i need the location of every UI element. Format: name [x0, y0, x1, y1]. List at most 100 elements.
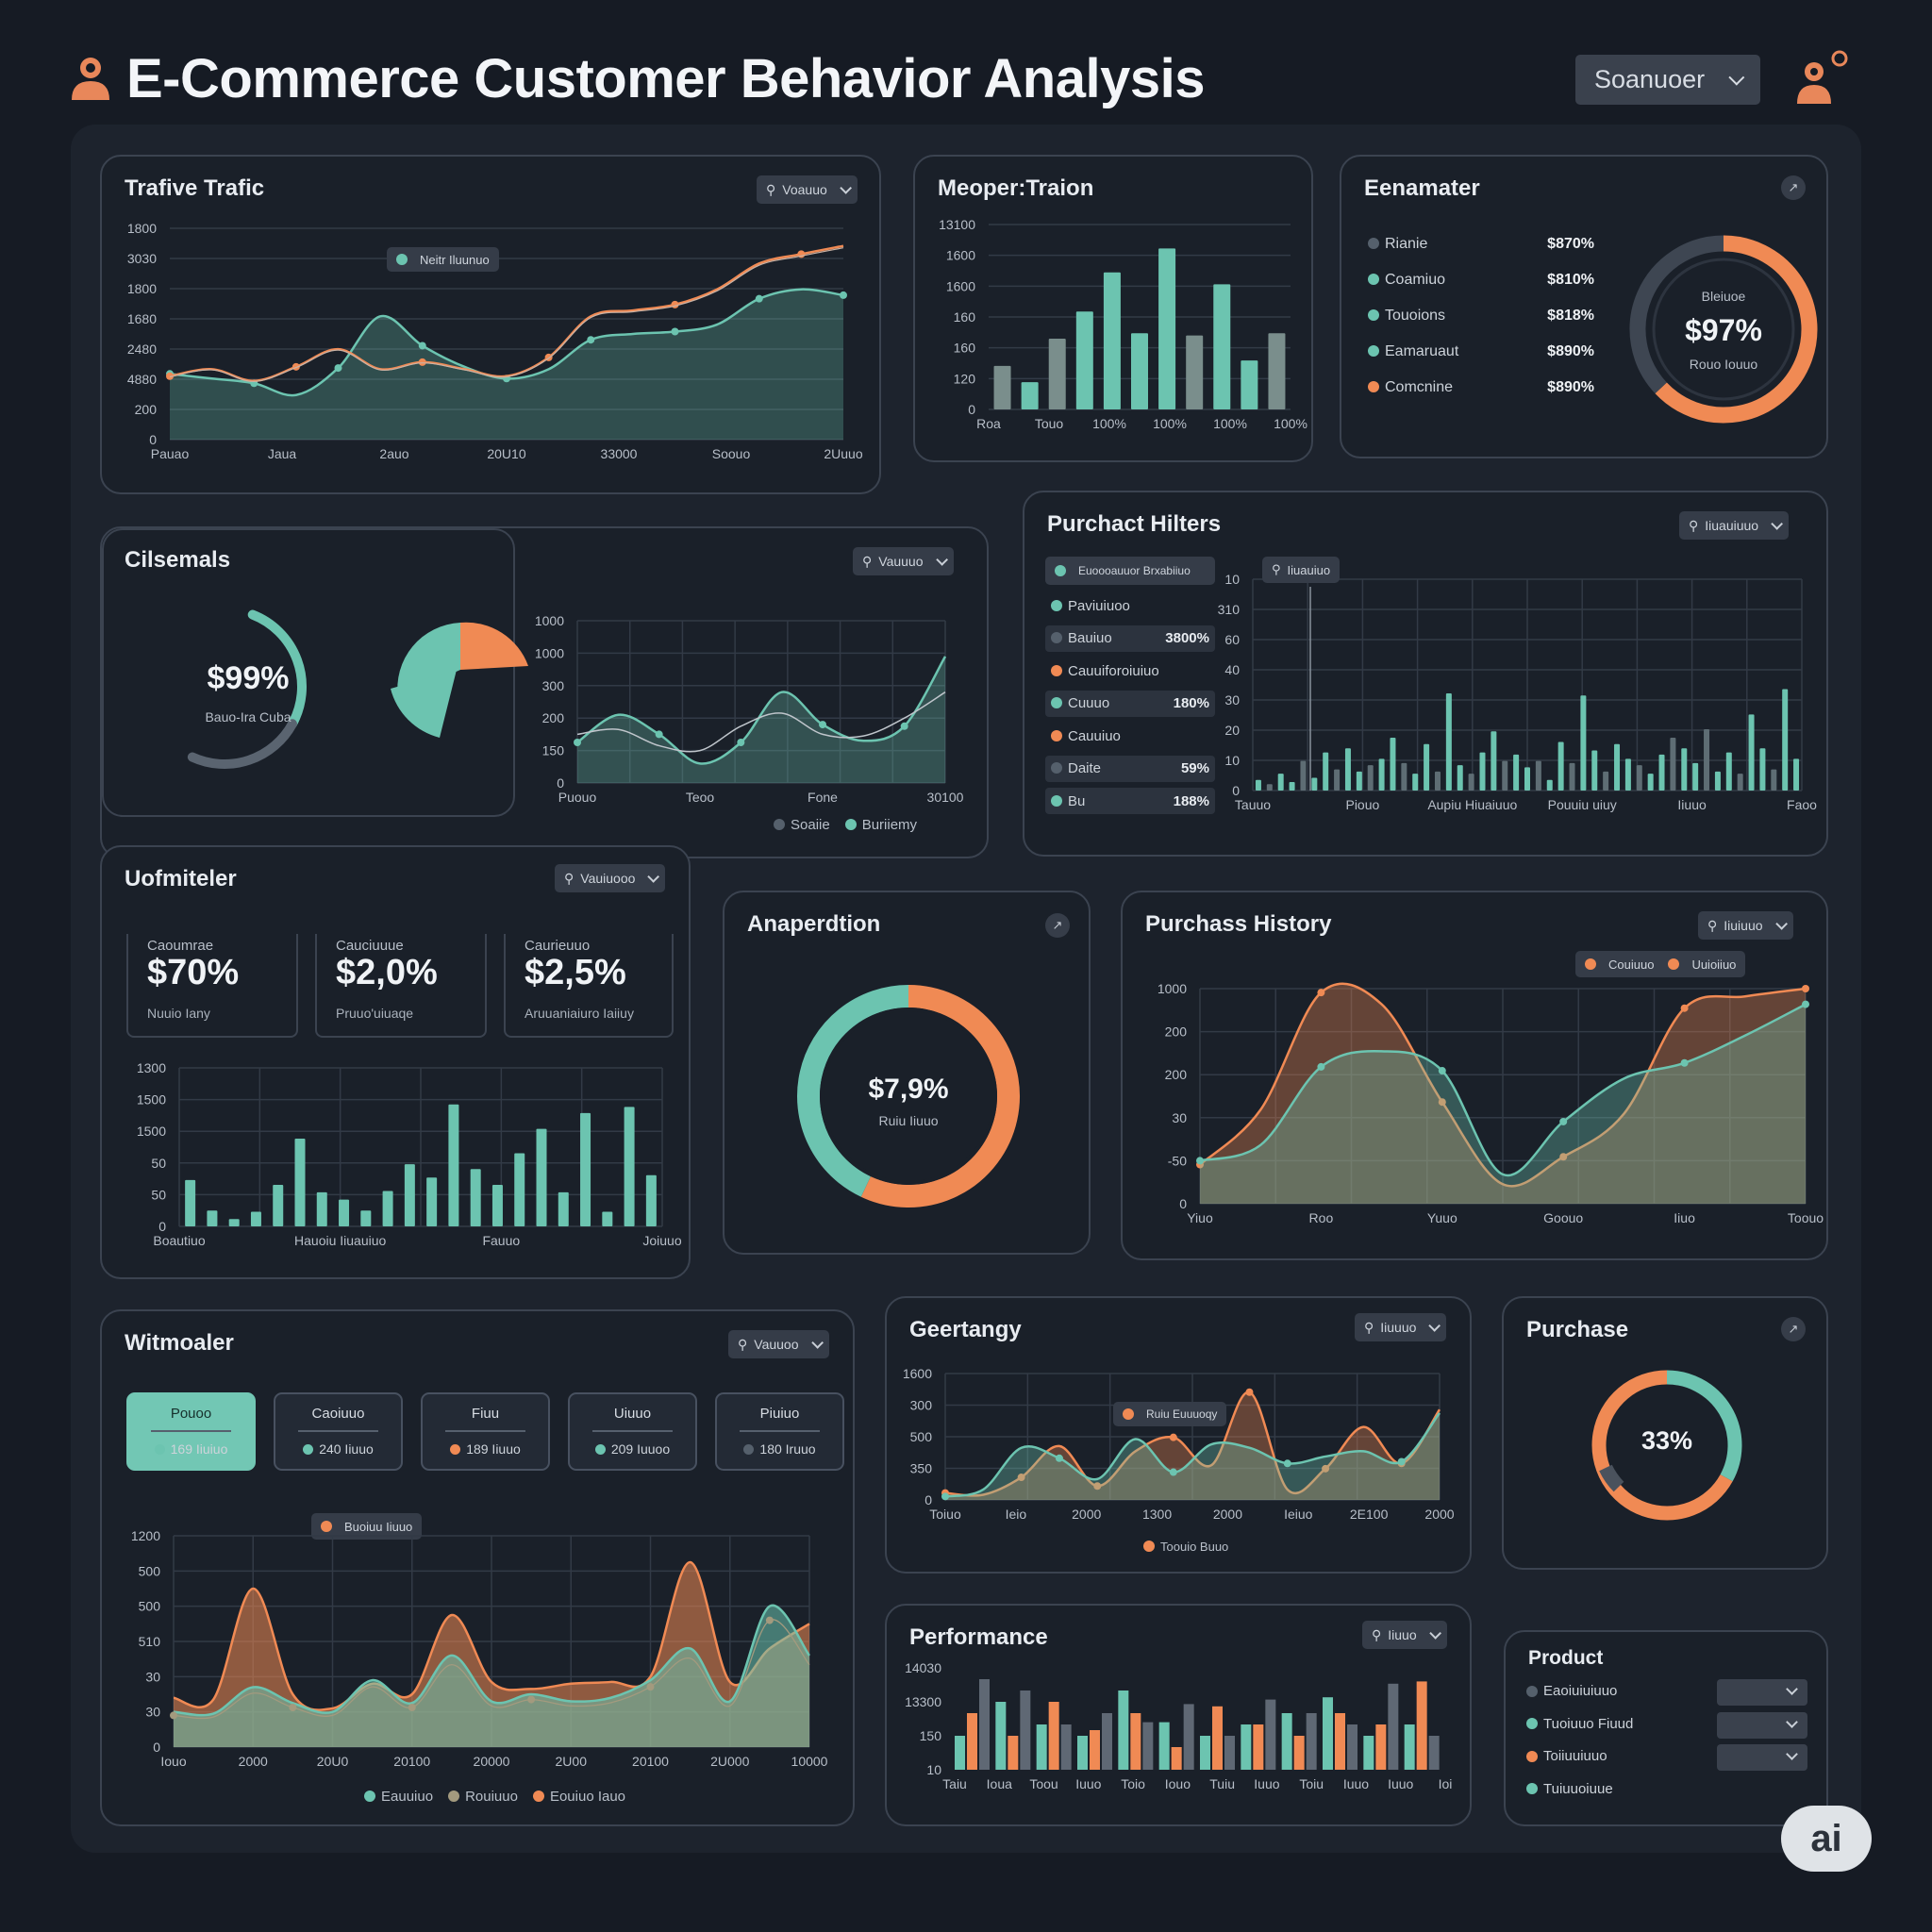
x-tick-label: Yuuo: [1427, 1210, 1457, 1225]
purchase-filters-tooltip: ⚲ Iiuauiuo: [1262, 557, 1341, 583]
pf-row[interactable]: Cuuuo 180%: [1045, 690, 1215, 717]
segment-tile[interactable]: Piuiuo 180 Iruuo: [715, 1392, 844, 1471]
pf-row[interactable]: Bauiuo 3800%: [1045, 625, 1215, 652]
pf-value: 188%: [1173, 792, 1209, 809]
bar: [1048, 339, 1066, 409]
bar: [1535, 760, 1541, 791]
y-tick-label: 1000: [535, 613, 564, 628]
pf-row[interactable]: Paviuiuoo: [1045, 592, 1215, 619]
bar: [1502, 760, 1508, 791]
geertangy-card: Geertangy ⚲ Iiuuuo 1600 300 500 350 0 Toiuo Iei…: [885, 1296, 1472, 1574]
uofmiteler-filter[interactable]: ⚲ Vauiuooo: [555, 864, 666, 892]
bar: [1793, 758, 1800, 791]
pf-row[interactable]: Cauuiuo: [1045, 723, 1215, 749]
expand-icon[interactable]: ↗: [1781, 1317, 1806, 1341]
x-tick-label: Toio: [1121, 1776, 1145, 1791]
cilsemals-title: Cilsemals: [125, 547, 231, 573]
chevron-down-icon: [1786, 1683, 1798, 1695]
bar: [382, 1191, 393, 1226]
bar: [1580, 695, 1587, 791]
series-area: [170, 289, 843, 440]
series-line: [169, 247, 844, 383]
segment-tile[interactable]: Pouoo 169 Iiuiuo: [126, 1392, 256, 1471]
witmoaler-filter[interactable]: ⚲ Vauuoo: [728, 1330, 829, 1358]
donut-slice: [797, 985, 909, 1197]
kpi-value: $2,0%: [336, 953, 438, 992]
pf-row[interactable]: Cauuiforoiuiuo: [1045, 658, 1215, 684]
y-tick-label: 1800: [127, 281, 157, 296]
data-point: [1169, 1433, 1177, 1441]
y-tick-label: 160: [954, 309, 976, 325]
bar: [580, 1112, 591, 1226]
product-dropdown[interactable]: [1717, 1679, 1807, 1706]
pf-row[interactable]: Daite 59%: [1045, 755, 1215, 782]
bar: [207, 1210, 218, 1226]
y-tick-label: 300: [910, 1398, 933, 1413]
data-point: [671, 327, 679, 336]
status-dot: [1051, 729, 1062, 741]
purchase-filters-list-header[interactable]: Euoooauuor Brxabiiuo: [1045, 557, 1215, 585]
pf-row[interactable]: Bu 188%: [1045, 788, 1215, 814]
purchase-history-filter[interactable]: ⚲ Iiuiuuo: [1698, 911, 1793, 940]
purchase-filters-filter-label: Iiuauiuuo: [1705, 518, 1759, 533]
y-tick-label: 1600: [946, 278, 975, 293]
segment-tile[interactable]: Uiuuo 209 Iuuoo: [568, 1392, 697, 1471]
legend-label: Toouio Buuo: [1160, 1540, 1229, 1554]
traffic-filter[interactable]: ⚲ Voauuo: [757, 175, 858, 204]
bar: [273, 1185, 284, 1226]
x-tick-label: Tauuo: [1235, 797, 1271, 812]
legend-item: Eouiuo Iauo: [532, 1789, 625, 1805]
data-point: [1322, 1464, 1330, 1473]
cilsemals-filter[interactable]: ⚲ Vauuuo: [853, 547, 954, 575]
kpi-card: Cauciuuue $2,0% Pruuo'uiuaqe: [315, 934, 487, 1038]
pf-item: Daite: [1051, 760, 1101, 776]
bar: [1479, 752, 1486, 791]
data-point: [418, 358, 426, 366]
eenamater-value: $870%: [1547, 236, 1594, 252]
product-dropdown[interactable]: [1717, 1744, 1807, 1771]
data-point: [646, 1683, 655, 1691]
expand-icon[interactable]: ↗: [1045, 913, 1070, 938]
x-tick-label: Boautiuo: [153, 1233, 205, 1248]
anaperdtion-value: $7,9%: [868, 1074, 949, 1105]
x-tick-label: 100%: [1274, 416, 1307, 431]
tile-label: Pouoo: [170, 1406, 212, 1422]
series-line: [1199, 1003, 1807, 1177]
bar: [1224, 1736, 1235, 1770]
x-tick-label: Iuuo: [1343, 1776, 1369, 1791]
x-tick-label: Puouo: [558, 790, 597, 805]
bar: [1704, 729, 1710, 791]
purchase-history-legend: Couiuuo Uuioiiuo: [1575, 951, 1746, 977]
segment-tile[interactable]: Fiuu 189 Iiuuo: [421, 1392, 550, 1471]
account-avatar-icon[interactable]: [1788, 47, 1854, 108]
y-tick-label: 14030: [905, 1660, 941, 1675]
geertangy-filter[interactable]: ⚲ Iiuuuo: [1355, 1313, 1447, 1341]
segment-tile[interactable]: Caoiuuo 240 Iiuuo: [274, 1392, 403, 1471]
status-dot: [1526, 1783, 1538, 1794]
bar: [1171, 1747, 1182, 1770]
purchase-filters-filter[interactable]: ⚲ Iiuauiuuo: [1679, 511, 1790, 540]
top-selector[interactable]: Soanuoer: [1575, 55, 1760, 105]
bar: [294, 1138, 306, 1226]
y-tick-label: 50: [151, 1156, 166, 1171]
bar: [979, 1679, 990, 1770]
pf-label: Cuuuo: [1068, 695, 1110, 711]
ai-assistant-button[interactable]: ai: [1781, 1806, 1872, 1872]
kpi-sub: Pruuo'uiuaqe: [336, 1006, 414, 1021]
data-point: [765, 1616, 774, 1624]
bar: [1524, 767, 1530, 791]
expand-icon[interactable]: ↗: [1781, 175, 1806, 200]
bar: [1241, 360, 1258, 409]
performance-filter[interactable]: ⚲ Iiuuo: [1362, 1621, 1447, 1649]
bar: [1008, 1736, 1019, 1770]
bar: [1293, 1736, 1305, 1770]
tile-divider: [298, 1430, 378, 1432]
anaperdtion-card: Anaperdtion ↗ $7,9% Ruiu Iiuuo: [723, 891, 1091, 1255]
bar: [491, 1185, 503, 1226]
x-tick-label: 20100: [393, 1754, 430, 1769]
product-dropdown[interactable]: [1717, 1711, 1807, 1739]
bar: [1183, 1704, 1194, 1770]
eenamater-item: Rianie: [1368, 236, 1427, 253]
